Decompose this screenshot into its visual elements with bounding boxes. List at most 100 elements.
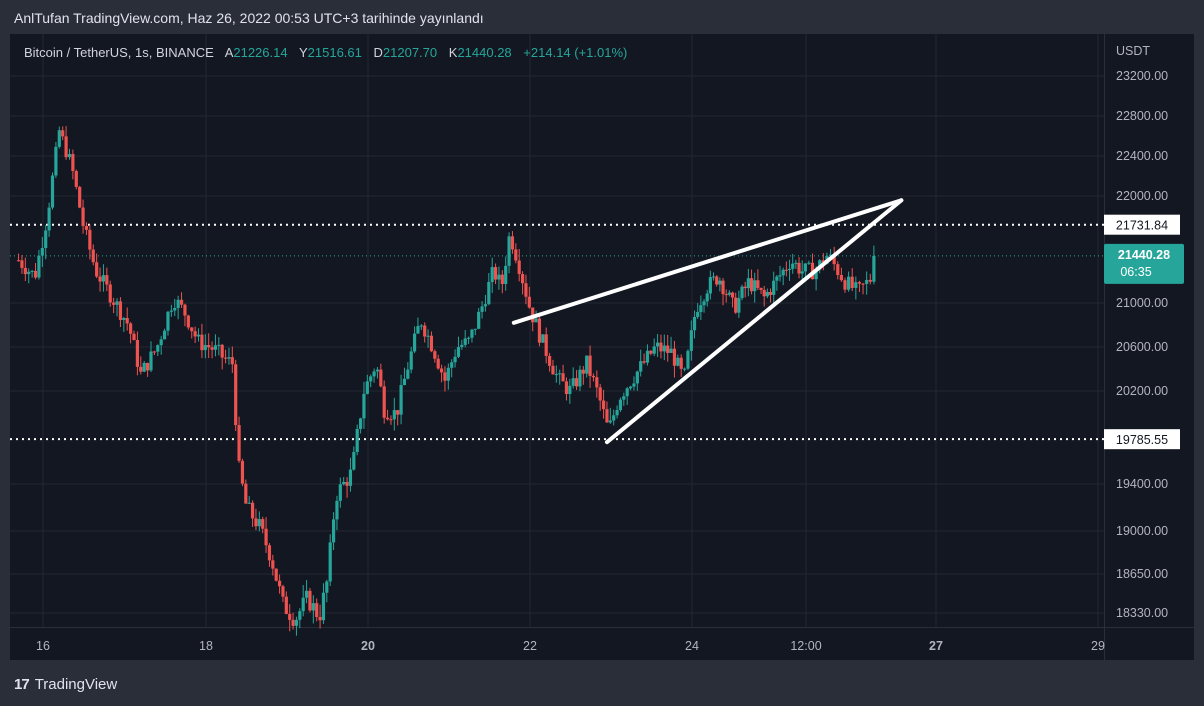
- candle-body: [652, 346, 656, 354]
- candle-body: [676, 357, 680, 366]
- candle-body: [699, 305, 703, 312]
- candle-body: [727, 292, 731, 295]
- candle-body: [291, 619, 295, 626]
- candle-body: [666, 345, 670, 353]
- candle-body: [497, 274, 501, 280]
- candle-body: [724, 294, 728, 296]
- candle-body: [730, 292, 735, 298]
- candle-body: [426, 335, 430, 337]
- candle-body: [628, 386, 633, 389]
- candle-body: [281, 586, 285, 597]
- publish-header: AnlTufan TradingView.com, Haz 26, 2022 0…: [0, 0, 1204, 34]
- candle-body: [625, 388, 629, 397]
- candle-body: [781, 269, 785, 276]
- candle-body: [308, 590, 312, 611]
- candle-body: [672, 348, 677, 366]
- candle-body: [101, 275, 106, 282]
- candle-body: [718, 280, 722, 285]
- candle-body: [601, 400, 606, 410]
- candle-body: [585, 355, 589, 374]
- y-tick-label: 19000.00: [1116, 524, 1168, 538]
- y-tick-label: 22000.00: [1116, 189, 1168, 203]
- candle-body: [358, 418, 363, 429]
- candle-body: [145, 362, 150, 371]
- grid-layer: [10, 34, 1194, 660]
- candle-body: [321, 592, 326, 621]
- candle-body: [574, 378, 579, 387]
- candle-body: [301, 597, 305, 612]
- currency-label: USDT: [1116, 44, 1150, 58]
- candle-body: [27, 271, 31, 275]
- candle-body: [433, 351, 437, 359]
- candle-body: [500, 274, 504, 284]
- candle-body: [118, 301, 123, 320]
- level-label: 19785.55: [1116, 433, 1168, 447]
- candle-body: [850, 276, 854, 288]
- candle-body: [470, 329, 474, 338]
- candle-body: [595, 377, 599, 388]
- candle-body: [439, 368, 444, 373]
- candle-body: [429, 335, 434, 352]
- chart-svg[interactable]: USDT 23200.00 22800.00 22400.00 22000.00 210…: [10, 34, 1194, 660]
- y-tick-label: 18650.00: [1116, 567, 1168, 581]
- candle-body: [737, 298, 741, 313]
- candle-body: [105, 275, 109, 285]
- candle-body: [746, 278, 750, 289]
- candle-body: [183, 304, 187, 316]
- candle-body: [250, 502, 255, 519]
- high-value: 21516.61: [307, 45, 362, 60]
- footer: 17 TradingView: [0, 660, 1204, 706]
- candle-body: [352, 452, 356, 470]
- candle-body: [50, 175, 55, 208]
- x-tick-label: 29: [1091, 639, 1105, 653]
- candle-body: [571, 378, 575, 386]
- x-tick-label: 18: [199, 639, 213, 653]
- candle-body: [108, 284, 112, 303]
- candle-body: [159, 339, 163, 346]
- change-value: +214.14 (+1.01%): [523, 45, 628, 60]
- candle-body: [669, 348, 673, 353]
- candle-body: [74, 171, 78, 187]
- candle-body: [787, 268, 792, 270]
- candle-body: [734, 297, 738, 313]
- candle-body: [537, 318, 542, 343]
- candle-body: [129, 323, 133, 334]
- candle-body: [254, 518, 258, 527]
- candle-body: [389, 419, 393, 421]
- symbol-label[interactable]: Bitcoin / TetherUS, 1s, BINANCE: [24, 45, 214, 60]
- candle-body: [200, 334, 204, 351]
- candle-body: [139, 366, 143, 372]
- candle-body: [483, 304, 488, 307]
- candle-body: [331, 519, 336, 543]
- candle-body: [541, 334, 545, 343]
- candle-body: [217, 344, 221, 346]
- candle-body: [662, 345, 666, 352]
- candle-body: [544, 334, 548, 356]
- candle-body: [807, 262, 811, 264]
- candle-body: [608, 420, 612, 423]
- candle-layer: [16, 126, 876, 636]
- candle-body: [692, 316, 697, 331]
- candle-body: [190, 327, 194, 332]
- candle-body: [564, 381, 569, 395]
- candle-body: [632, 383, 636, 387]
- trend-layer[interactable]: [511, 198, 904, 445]
- candle-body: [450, 362, 454, 368]
- candle-body: [196, 334, 201, 337]
- tradingview-logo[interactable]: 17 TradingView: [14, 676, 117, 693]
- candle-body: [244, 483, 248, 504]
- candle-body: [335, 500, 339, 520]
- candle-body: [365, 381, 369, 394]
- candle-body: [561, 373, 565, 382]
- candle-body: [696, 311, 700, 317]
- chart-panel[interactable]: USDT 23200.00 22800.00 22400.00 22000.00 210…: [10, 34, 1194, 660]
- candle-body: [30, 270, 34, 272]
- open-value: 21226.14: [233, 45, 288, 60]
- low-label: D: [373, 45, 383, 60]
- candle-body: [207, 345, 211, 348]
- candle-body: [504, 265, 508, 284]
- candle-body: [67, 154, 72, 158]
- high-label: Y: [298, 45, 308, 60]
- candle-body: [772, 280, 776, 295]
- candle-body: [115, 301, 119, 305]
